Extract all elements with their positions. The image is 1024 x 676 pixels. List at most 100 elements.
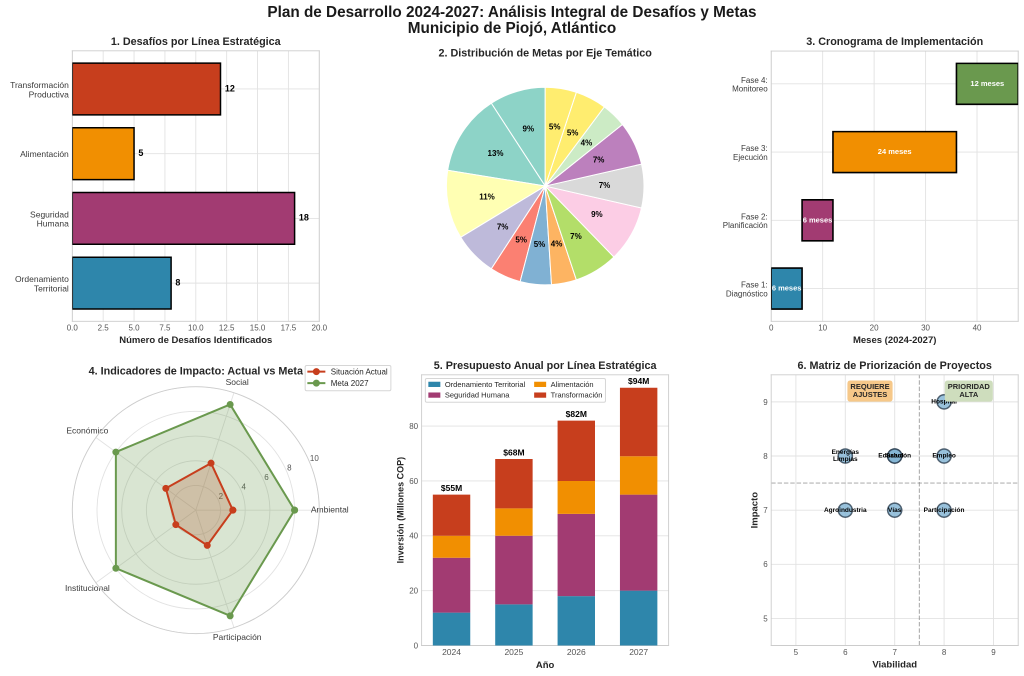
svg-text:12: 12 [225, 83, 235, 93]
svg-text:Ambiental: Ambiental [311, 504, 349, 514]
svg-text:0.0: 0.0 [67, 324, 79, 333]
svg-text:Fase 2:: Fase 2: [741, 212, 768, 221]
svg-text:Ordenamiento: Ordenamiento [15, 274, 69, 284]
svg-text:20.0: 20.0 [312, 324, 328, 333]
svg-text:10: 10 [310, 454, 319, 463]
svg-text:Monitoreo: Monitoreo [732, 85, 768, 94]
svg-text:Alimentación: Alimentación [551, 380, 594, 389]
svg-text:Situación Actual: Situación Actual [331, 367, 388, 376]
svg-text:Limpias: Limpias [833, 456, 858, 463]
svg-text:7%: 7% [599, 181, 611, 190]
svg-text:5: 5 [763, 614, 768, 623]
svg-text:2025: 2025 [504, 647, 523, 657]
svg-text:2024: 2024 [442, 647, 461, 657]
svg-text:Alimentación: Alimentación [20, 149, 69, 159]
svg-text:8: 8 [763, 452, 768, 461]
svg-text:3. Cronograma de Implementació: 3. Cronograma de Implementación [806, 36, 983, 48]
svg-text:0: 0 [769, 324, 774, 333]
svg-text:7: 7 [892, 648, 897, 657]
svg-text:Diagnóstico: Diagnóstico [726, 289, 768, 298]
svg-text:5%: 5% [549, 123, 561, 132]
svg-text:Institucional: Institucional [65, 583, 110, 593]
svg-text:7: 7 [763, 506, 768, 515]
svg-text:Transformación: Transformación [10, 80, 69, 90]
svg-text:Seguridad Humana: Seguridad Humana [445, 391, 510, 400]
svg-text:8: 8 [942, 648, 947, 657]
svg-text:Social: Social [226, 377, 249, 387]
svg-text:5.0: 5.0 [128, 324, 140, 333]
svg-text:80: 80 [409, 422, 418, 431]
svg-text:15.0: 15.0 [250, 324, 266, 333]
svg-text:40: 40 [973, 324, 982, 333]
svg-text:Participación: Participación [213, 632, 262, 642]
svg-text:9: 9 [763, 398, 768, 407]
svg-text:Fase 4:: Fase 4: [741, 76, 768, 85]
svg-text:Económico: Económico [66, 426, 108, 436]
svg-text:Inversión (Millones COP): Inversión (Millones COP) [395, 457, 405, 564]
svg-text:$55M: $55M [441, 483, 462, 493]
svg-text:Viabilidad: Viabilidad [872, 659, 917, 670]
svg-text:7.5: 7.5 [159, 324, 171, 333]
svg-text:2. Distribución de Metas por E: 2. Distribución de Metas por Eje Temátic… [439, 48, 653, 60]
svg-text:Participación: Participación [924, 507, 965, 514]
svg-text:Año: Año [536, 660, 555, 671]
svg-text:9%: 9% [591, 210, 603, 219]
svg-text:17.5: 17.5 [281, 324, 297, 333]
svg-text:Educación: Educación [878, 453, 911, 460]
svg-text:Fase 3:: Fase 3: [741, 144, 768, 153]
svg-text:Número de Desafíos Identificad: Número de Desafíos Identificados [119, 335, 272, 346]
svg-text:40: 40 [409, 532, 418, 541]
svg-text:6: 6 [843, 648, 848, 657]
svg-text:5%: 5% [567, 129, 579, 138]
svg-text:12.5: 12.5 [219, 324, 235, 333]
svg-text:2: 2 [219, 492, 224, 501]
svg-text:$94M: $94M [628, 376, 649, 386]
svg-text:12 meses: 12 meses [970, 79, 1004, 88]
svg-text:Agroindustria: Agroindustria [824, 507, 867, 514]
svg-text:11%: 11% [479, 192, 495, 201]
svg-text:Meta 2027: Meta 2027 [331, 379, 369, 388]
svg-text:Empleo: Empleo [932, 453, 956, 460]
svg-text:Territorial: Territorial [34, 283, 69, 293]
svg-text:6 meses: 6 meses [803, 215, 833, 224]
svg-text:Vías: Vías [888, 507, 902, 514]
svg-text:Energías: Energías [832, 449, 860, 456]
svg-text:6: 6 [763, 560, 768, 569]
svg-text:2026: 2026 [567, 647, 586, 657]
svg-text:4%: 4% [581, 139, 593, 148]
svg-text:5%: 5% [534, 240, 546, 249]
svg-text:24 meses: 24 meses [878, 147, 912, 156]
svg-text:9: 9 [991, 648, 996, 657]
svg-text:2.5: 2.5 [98, 324, 110, 333]
svg-text:10: 10 [818, 324, 827, 333]
svg-text:Planificación: Planificación [723, 221, 768, 230]
svg-text:5%: 5% [515, 235, 527, 244]
svg-text:PRIORIDAD: PRIORIDAD [948, 382, 991, 391]
svg-text:7%: 7% [570, 232, 582, 241]
svg-text:9%: 9% [523, 124, 535, 133]
svg-text:$82M: $82M [566, 409, 587, 419]
svg-text:13%: 13% [488, 149, 504, 158]
svg-text:8: 8 [287, 464, 292, 473]
svg-text:8: 8 [175, 277, 180, 287]
svg-text:Meses (2024-2027): Meses (2024-2027) [853, 335, 936, 346]
svg-text:20: 20 [409, 587, 418, 596]
svg-text:AJUSTES: AJUSTES [853, 390, 888, 399]
svg-text:2027: 2027 [629, 647, 648, 657]
svg-text:Salud: Salud [886, 453, 904, 460]
svg-text:Transformación: Transformación [551, 391, 603, 400]
svg-text:ALTA: ALTA [959, 390, 978, 399]
svg-text:60: 60 [409, 477, 418, 486]
svg-text:20: 20 [870, 324, 879, 333]
svg-text:1. Desafíos por Línea Estratég: 1. Desafíos por Línea Estratégica [111, 36, 282, 48]
svg-text:Ejecución: Ejecución [733, 153, 768, 162]
svg-text:$68M: $68M [503, 447, 524, 457]
svg-text:Municipio de Piojó, Atlántico: Municipio de Piojó, Atlántico [408, 20, 617, 37]
svg-text:4%: 4% [551, 239, 563, 248]
svg-text:10.0: 10.0 [188, 324, 204, 333]
svg-text:Hospital: Hospital [931, 399, 957, 406]
svg-text:6 meses: 6 meses [772, 283, 802, 292]
svg-text:REQUIERE: REQUIERE [850, 382, 889, 391]
svg-text:Plan de Desarrollo 2024-2027:: Plan de Desarrollo 2024-2027: Análisis I… [267, 4, 756, 21]
svg-text:30: 30 [921, 324, 930, 333]
